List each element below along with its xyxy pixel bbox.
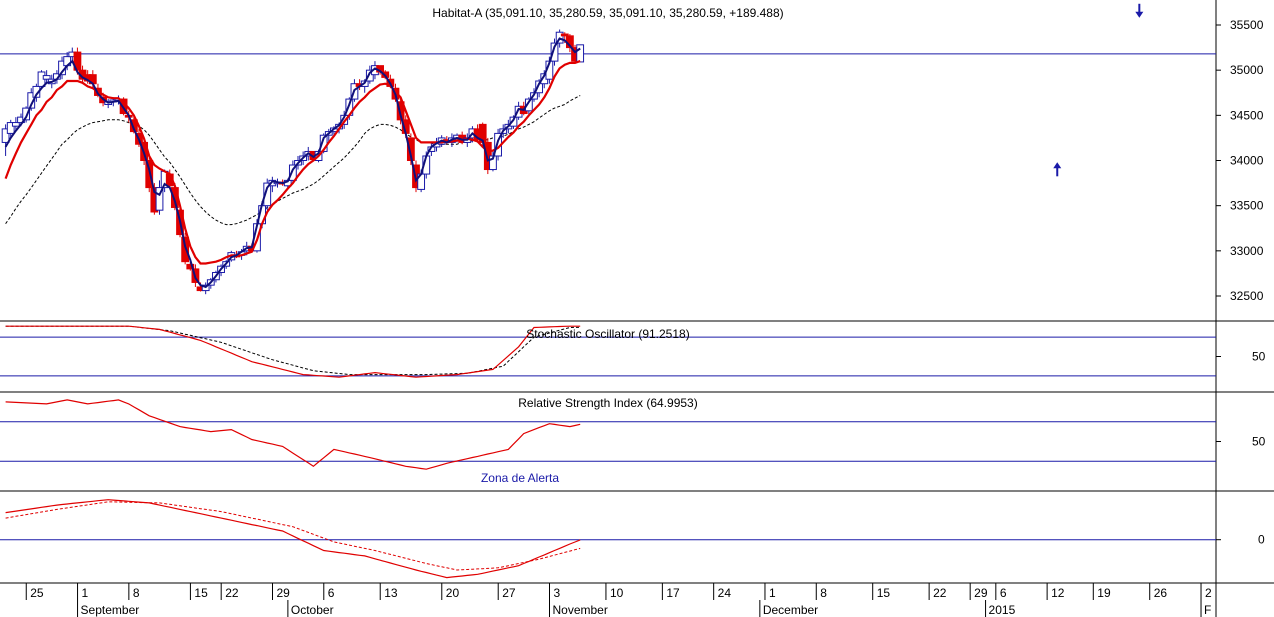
candle-body [22, 107, 31, 121]
candle-body [186, 263, 195, 270]
x-day-label: 1 [82, 586, 89, 600]
x-day-label: 1 [769, 586, 776, 600]
macd-line [5, 499, 581, 579]
x-day-label: 15 [194, 586, 208, 600]
candle-body [181, 236, 190, 263]
candle-body [576, 44, 585, 63]
candle-body [288, 164, 297, 181]
stochastic-tick-label: 50 [1252, 350, 1266, 364]
x-day-label: 8 [820, 586, 827, 600]
rsi-panel: 50 [0, 399, 1266, 470]
x-month-label: 2015 [989, 603, 1016, 617]
price-tick-label: 34000 [1230, 154, 1264, 168]
candle-body [396, 101, 405, 121]
rsi-title: Relative Strength Index (64.9953) [518, 396, 697, 410]
signal-arrow-up-icon [1053, 162, 1062, 169]
stochastic-k-line [5, 325, 581, 378]
x-day-label: 6 [1000, 586, 1007, 600]
x-day-label: 17 [666, 586, 680, 600]
macd-signal-line [5, 501, 581, 571]
price-panel: 32500 33000 33500 34000 34500 35000 35500 [0, 3, 1264, 303]
rsi-tick-label: 50 [1252, 435, 1266, 449]
x-day-label: 10 [610, 586, 624, 600]
candle-body [550, 42, 559, 62]
stochastic-panel: 50 [0, 325, 1266, 378]
x-day-label: 6 [328, 586, 335, 600]
x-day-label: 15 [877, 586, 891, 600]
x-day-label: 25 [30, 586, 44, 600]
ma-slow-line [5, 95, 581, 226]
candle-body [11, 122, 20, 127]
price-tick-label: 34500 [1230, 108, 1264, 122]
price-tick-label: 33000 [1230, 244, 1264, 258]
x-month-label: October [291, 603, 334, 617]
candle-body [6, 122, 15, 134]
candle-body [560, 33, 569, 37]
signal-arrow-down-icon [1135, 11, 1144, 18]
candle-body [27, 92, 36, 109]
x-month-label: November [553, 603, 608, 617]
price-tick-label: 35000 [1230, 63, 1264, 77]
x-month-label: September [81, 603, 140, 617]
x-day-label: 13 [384, 586, 398, 600]
candle-body [535, 80, 544, 94]
x-day-label: 22 [225, 586, 239, 600]
price-tick-label: 33500 [1230, 199, 1264, 213]
x-day-label: 19 [1097, 586, 1111, 600]
chart-title: Habitat-A (35,091.10, 35,280.59, 35,091.… [432, 6, 783, 20]
candle-body [263, 182, 272, 207]
x-day-label: 8 [133, 586, 140, 600]
candle-body [129, 119, 138, 133]
candle-body [365, 69, 374, 82]
candle-body [1, 128, 10, 143]
rsi-line [5, 399, 581, 470]
ma-fast-line [4, 37, 581, 289]
stochastic-d-line [5, 325, 581, 376]
candle-body [155, 187, 164, 211]
x-day-label: 3 [554, 586, 561, 600]
x-day-label: 29 [276, 586, 290, 600]
x-month-label: F [1204, 603, 1211, 617]
price-tick-label: 35500 [1230, 18, 1264, 32]
stochastic-title: Stochastic Oscillator (91.2518) [526, 327, 689, 341]
candle-body [42, 75, 51, 80]
x-axis: 25 1 8 15 22 29 6 13 20 27 3 10 17 24 1 8 15 22 29 6 12 19 26 2… [25, 583, 1212, 617]
x-day-label: 2 [1205, 586, 1212, 600]
macd-panel: 0 [0, 499, 1265, 579]
x-day-label: 22 [933, 586, 947, 600]
candle-body [524, 98, 533, 112]
macd-tick-label: 0 [1258, 533, 1265, 547]
rsi-annotation: Zona de Alerta [481, 471, 559, 485]
x-day-label: 27 [502, 586, 516, 600]
x-day-label: 26 [1154, 586, 1168, 600]
x-day-label: 29 [974, 586, 988, 600]
x-day-label: 24 [718, 586, 732, 600]
x-month-label: December [763, 603, 818, 617]
price-tick-label: 32500 [1230, 289, 1264, 303]
x-day-label: 20 [446, 586, 460, 600]
candle-body [509, 116, 518, 127]
x-day-label: 12 [1051, 586, 1065, 600]
